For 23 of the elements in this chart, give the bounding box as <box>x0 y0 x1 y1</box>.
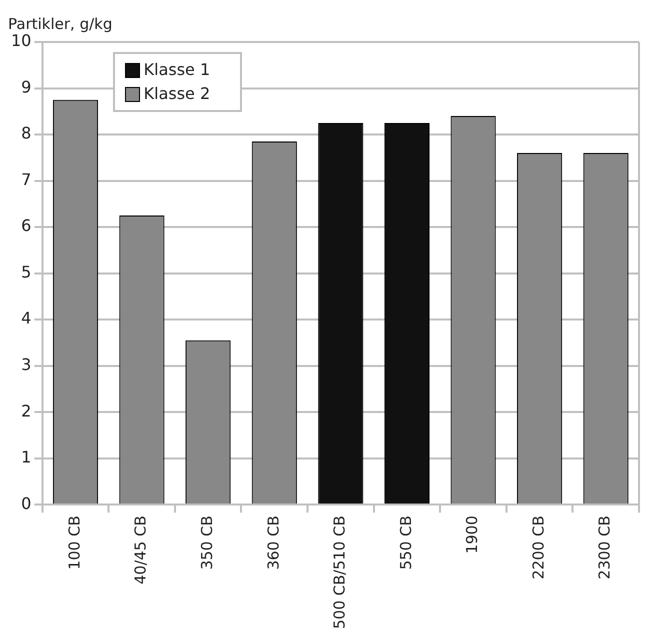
y-tick-label: 6 <box>21 216 32 236</box>
x-tick-label: 100 CB <box>65 516 84 570</box>
legend-label: Klasse 1 <box>144 59 210 81</box>
y-tick-label: 2 <box>21 401 32 420</box>
x-tick-label: 350 CB <box>198 516 216 570</box>
x-tick-label: 1900 <box>463 516 482 554</box>
x-tick-label: 40/45 CB <box>132 516 150 584</box>
y-tick-label: 10 <box>11 31 32 50</box>
y-tick-label: 1 <box>21 448 32 467</box>
x-tick-label: 2200 CB <box>529 516 548 580</box>
y-axis-title: Partikler, g/kg <box>8 14 112 33</box>
y-tick-label: 0 <box>21 494 32 513</box>
y-tick-label: 3 <box>21 354 32 374</box>
x-tick-label: 500 CB/510 CB <box>330 516 349 630</box>
x-tick-label: 360 CB <box>264 516 282 570</box>
legend-label: Klasse 2 <box>144 83 210 105</box>
y-tick-label: 9 <box>21 77 32 96</box>
x-tick-label: 2300 CB <box>596 516 614 580</box>
x-tick-label: 550 CB <box>396 516 415 570</box>
y-tick-label: 7 <box>21 170 32 189</box>
y-tick-label: 8 <box>21 124 32 143</box>
y-tick-label: 5 <box>21 262 32 282</box>
y-tick-label: 4 <box>21 308 32 328</box>
